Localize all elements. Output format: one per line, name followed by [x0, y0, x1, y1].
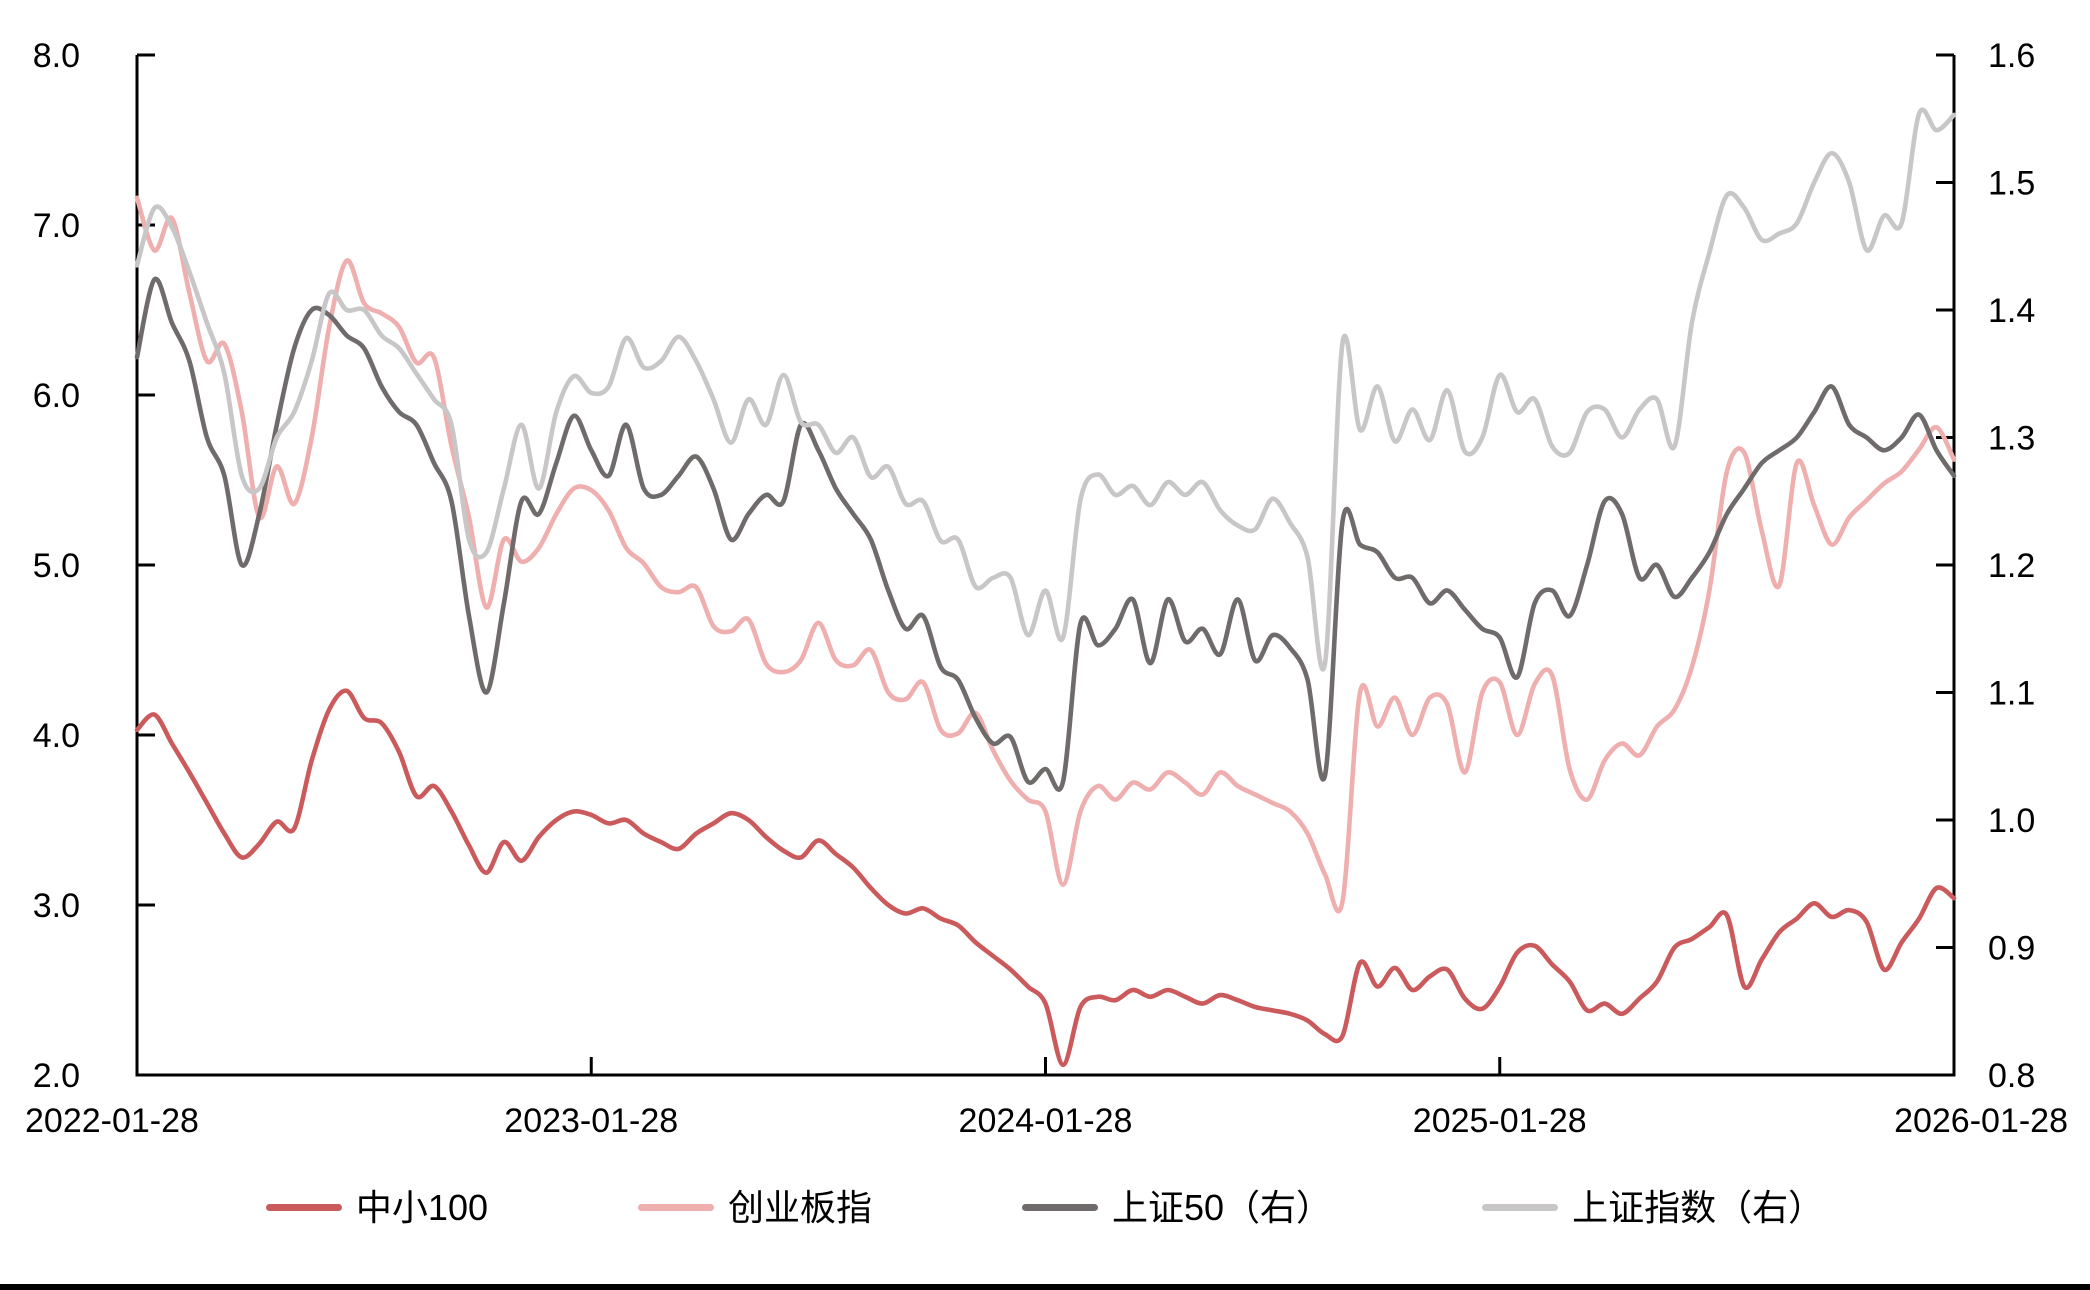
legend-label-shangzhengzhishu: 上证指数（右）: [1572, 1187, 1825, 1228]
legend-swatch-shangzheng50: [1022, 1204, 1099, 1212]
legend-item-shangzhengzhishu: 上证指数（右）: [1482, 1188, 1824, 1228]
chart-legend: 中小100 创业板指 上证50（右） 上证指数（右）: [0, 1188, 2090, 1228]
legend-label-chuangyebanzhi: 创业板指: [728, 1187, 873, 1228]
left-axis-tick-label: 6.0: [33, 377, 80, 415]
series-line-2-上证50（右）: [134, 276, 1957, 792]
legend-item-chuangyebanzhi: 创业板指: [638, 1188, 872, 1228]
legend-item-shangzheng50: 上证50（右）: [1022, 1188, 1332, 1228]
left-axis-tick-label: 4.0: [33, 717, 80, 755]
x-axis-tick-label: 2025-01-28: [1413, 1102, 1587, 1140]
x-axis-tick-label: 2026-01-28: [1894, 1102, 2068, 1140]
left-axis-tick-label: 7.0: [33, 207, 80, 245]
right-axis-tick-label: 1.6: [1988, 37, 2035, 75]
left-axis-tick-label: 3.0: [33, 887, 80, 925]
right-axis-tick-label: 1.4: [1988, 292, 2035, 330]
right-axis-tick-label: 1.0: [1988, 802, 2035, 840]
legend-swatch-chuangyebanzhi: [638, 1204, 714, 1212]
left-axis-tick-label: 5.0: [33, 547, 80, 585]
right-axis-tick-label: 1.2: [1988, 547, 2035, 585]
right-axis-tick-label: 1.5: [1988, 165, 2035, 203]
x-axis-tick-label: 2024-01-28: [959, 1102, 1133, 1140]
series-line-3-上证指数（右）: [134, 107, 1957, 672]
right-axis-tick-label: 1.3: [1988, 420, 2035, 458]
legend-label-shangzheng50: 上证50（右）: [1112, 1187, 1333, 1228]
legend-item-zhongxiao100: 中小100: [265, 1187, 488, 1228]
x-axis-tick-label: 2022-01-28: [25, 1102, 199, 1140]
series-line-1-创业板指: [134, 195, 1957, 914]
right-axis-tick-label: 1.1: [1988, 675, 2035, 713]
x-axis-tick-label: 2023-01-28: [504, 1102, 678, 1140]
left-axis-tick-label: 2.0: [33, 1057, 80, 1095]
right-axis-tick-label: 0.8: [1988, 1057, 2035, 1095]
legend-swatch-zhongxiao100: [265, 1204, 342, 1212]
series-line-0-中小100: [134, 688, 1957, 1068]
left-axis-tick-label: 8.0: [33, 37, 80, 75]
right-axis-tick-label: 0.9: [1988, 930, 2035, 968]
legend-label-zhongxiao100: 中小100: [355, 1187, 488, 1228]
legend-swatch-shangzhengzhishu: [1482, 1204, 1559, 1212]
page-bottom-rule: [0, 1284, 2090, 1290]
